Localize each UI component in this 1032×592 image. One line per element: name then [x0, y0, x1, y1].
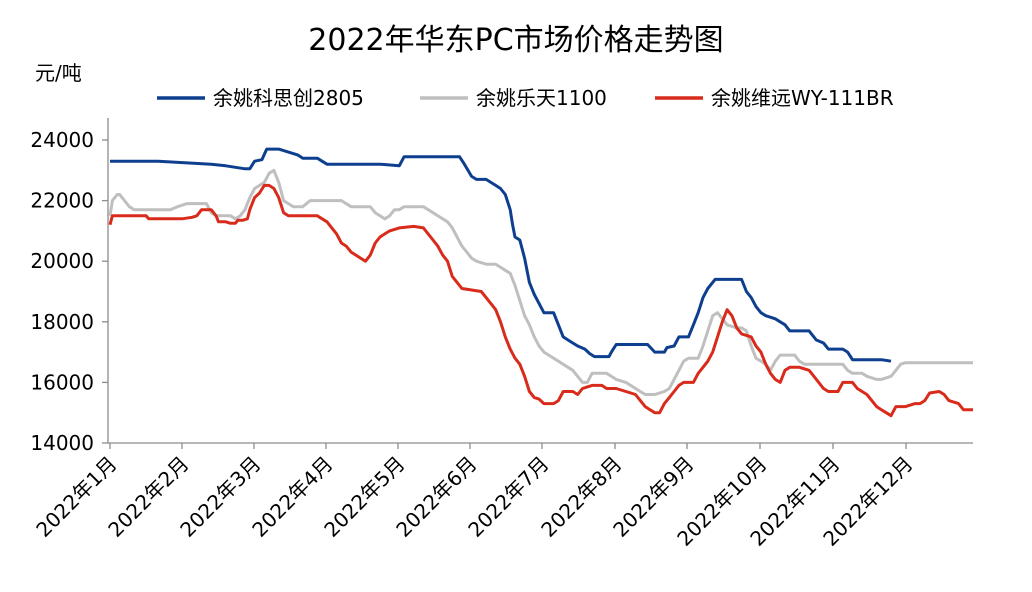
- series-line-3: [108, 183, 973, 418]
- series-line-2: [108, 168, 973, 396]
- x-axis-ticks: 2022年1月2022年2月2022年3月2022年4月2022年5月2022年…: [31, 443, 918, 551]
- legend-label-2: 余姚乐天1100: [476, 86, 607, 110]
- legend-label-1: 余姚科思创2805: [213, 86, 364, 110]
- axes: [107, 118, 973, 444]
- series-lines: [108, 147, 973, 418]
- y-tick-label: 22000: [30, 189, 94, 213]
- y-tick-label: 14000: [30, 431, 94, 455]
- y-tick-label: 24000: [30, 128, 94, 152]
- chart-title: 2022年华东PC市场价格走势图: [308, 23, 723, 58]
- legend-label-3: 余姚维远WY-111BR: [711, 86, 894, 110]
- series-line-1: [110, 147, 892, 363]
- y-tick-label: 18000: [30, 310, 94, 334]
- legend: 余姚科思创2805 余姚乐天1100 余姚维远WY-111BR: [157, 86, 894, 110]
- y-axis-ticks: 24000 22000 20000 18000 16000 14000: [30, 128, 108, 455]
- y-axis-unit-label: 元/吨: [35, 61, 82, 85]
- y-tick-label: 16000: [30, 370, 94, 394]
- y-tick-label: 20000: [30, 249, 94, 273]
